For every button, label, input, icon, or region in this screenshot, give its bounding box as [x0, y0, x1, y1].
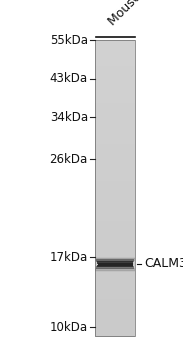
Bar — [95, 268, 135, 271]
Bar — [95, 196, 135, 200]
Bar — [95, 288, 135, 292]
Bar — [95, 273, 135, 278]
Bar — [95, 144, 135, 148]
Text: 55kDa: 55kDa — [50, 34, 88, 47]
Bar — [95, 55, 135, 60]
Bar — [95, 258, 135, 261]
Bar — [95, 181, 135, 185]
Bar — [95, 314, 135, 318]
Bar — [95, 255, 135, 259]
Bar — [95, 240, 135, 244]
Bar — [95, 266, 135, 270]
Bar — [95, 77, 135, 82]
Bar — [95, 59, 135, 63]
Bar — [95, 99, 135, 104]
Bar — [96, 266, 134, 269]
Bar — [95, 329, 135, 333]
Text: 26kDa: 26kDa — [50, 153, 88, 166]
Bar — [95, 177, 135, 181]
Bar — [95, 162, 135, 167]
Bar — [95, 277, 135, 281]
Bar — [95, 206, 135, 211]
Bar — [95, 107, 135, 111]
Text: 17kDa: 17kDa — [50, 251, 88, 264]
Bar — [95, 222, 135, 226]
Bar — [95, 236, 135, 240]
Bar — [95, 270, 135, 274]
Text: CALM3: CALM3 — [145, 257, 183, 271]
Bar — [95, 70, 135, 74]
Bar — [95, 166, 135, 170]
Bar — [95, 295, 135, 300]
Text: Mouse brain: Mouse brain — [106, 0, 169, 28]
Bar — [97, 261, 133, 264]
Bar — [95, 229, 135, 233]
Bar — [95, 317, 135, 322]
Bar — [95, 218, 135, 222]
Bar — [95, 257, 135, 259]
Bar — [95, 232, 135, 237]
Bar — [95, 251, 135, 256]
Bar — [95, 258, 135, 263]
Bar — [95, 125, 135, 130]
Bar — [95, 321, 135, 326]
Bar — [97, 265, 133, 267]
Bar — [95, 136, 135, 141]
Bar — [95, 51, 135, 56]
Bar — [95, 133, 135, 137]
Bar — [95, 192, 135, 196]
Bar — [95, 44, 135, 48]
Bar — [95, 244, 135, 248]
Bar — [95, 40, 135, 336]
Bar — [95, 270, 135, 272]
Bar — [95, 155, 135, 159]
Bar — [95, 225, 135, 230]
Bar — [95, 81, 135, 85]
Bar — [95, 111, 135, 115]
Bar — [95, 103, 135, 107]
Bar — [95, 203, 135, 207]
Bar — [95, 306, 135, 311]
Bar — [95, 184, 135, 189]
Bar — [95, 129, 135, 133]
Bar — [95, 96, 135, 100]
Bar — [95, 310, 135, 315]
Bar — [96, 259, 134, 262]
Bar — [95, 88, 135, 93]
Bar — [95, 214, 135, 218]
Bar — [95, 173, 135, 178]
Text: 34kDa: 34kDa — [50, 111, 88, 124]
Bar — [95, 40, 135, 336]
Bar — [95, 121, 135, 126]
Bar — [95, 118, 135, 122]
Bar — [95, 147, 135, 152]
Bar — [95, 85, 135, 89]
Bar — [95, 332, 135, 337]
Bar — [95, 170, 135, 174]
Bar — [98, 263, 133, 266]
Bar — [95, 199, 135, 204]
Bar — [95, 66, 135, 71]
Bar — [95, 114, 135, 119]
Bar — [95, 74, 135, 78]
Bar — [95, 292, 135, 296]
Bar — [95, 325, 135, 329]
Bar — [95, 281, 135, 285]
Text: 43kDa: 43kDa — [50, 72, 88, 85]
Bar — [95, 48, 135, 52]
Bar — [95, 140, 135, 145]
Bar — [95, 284, 135, 289]
Bar — [95, 303, 135, 307]
Bar — [95, 188, 135, 193]
Bar — [95, 62, 135, 67]
Text: 10kDa: 10kDa — [50, 321, 88, 334]
Bar — [95, 210, 135, 215]
Bar — [95, 92, 135, 96]
Bar — [95, 299, 135, 303]
Bar — [95, 262, 135, 266]
Bar — [95, 151, 135, 155]
Bar — [95, 247, 135, 252]
Bar — [95, 159, 135, 163]
Bar — [95, 40, 135, 45]
